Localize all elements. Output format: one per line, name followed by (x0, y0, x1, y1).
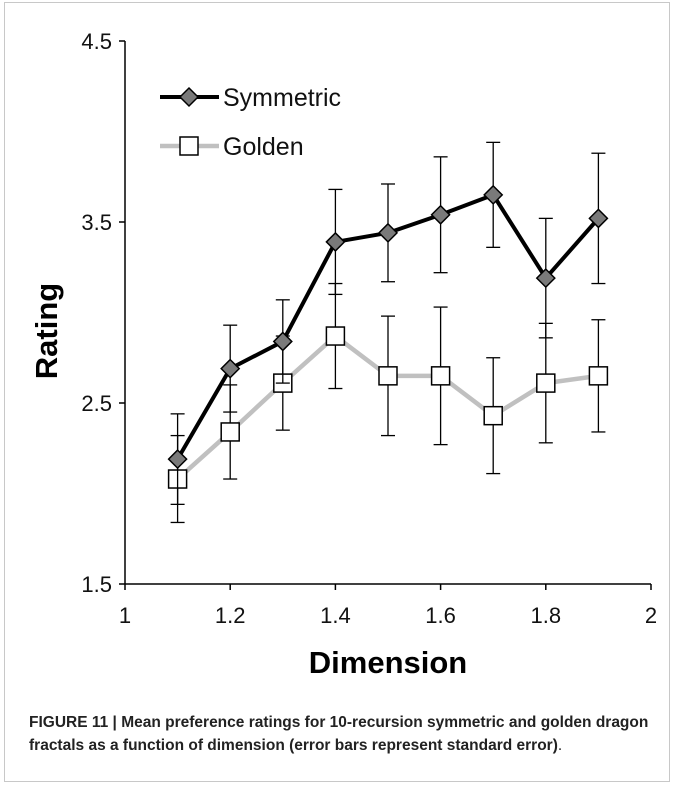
x-tick-label: 1.8 (531, 603, 562, 628)
figure-panel: 1.5 2.5 3.5 4.5 1 1.2 1.4 1.6 1.8 2 Symmetric Gold… (4, 2, 670, 782)
legend: Symmetric Golden (160, 84, 341, 161)
data-point (430, 366, 451, 386)
data-point (588, 366, 609, 386)
data-point (535, 268, 556, 289)
data-point (377, 222, 399, 243)
x-tick-label: 1.2 (215, 603, 246, 628)
y-axis-label: Rating (29, 283, 64, 379)
data-point (325, 231, 346, 252)
data-point (536, 373, 556, 393)
legend-item-golden: Golden (160, 133, 304, 161)
data-point (220, 358, 241, 379)
caption-end: . (557, 737, 563, 754)
series-symmetric (167, 141, 609, 506)
caption-text: Mean preference ratings for 10-recursion… (29, 714, 649, 754)
data-point (430, 204, 451, 225)
legend-label: Symmetric (223, 84, 341, 112)
series-layer (167, 141, 609, 524)
y-tick-label: 3.5 (81, 210, 112, 235)
y-tick-label: 4.5 (81, 29, 112, 54)
legend-label: Golden (223, 133, 304, 161)
data-point (378, 366, 398, 386)
y-tick-label: 1.5 (81, 572, 112, 597)
data-point (167, 449, 188, 470)
y-tick-label: 2.5 (81, 391, 112, 416)
data-point (325, 326, 346, 346)
line-chart: 1.5 2.5 3.5 4.5 1 1.2 1.4 1.6 1.8 2 Symmetric Gold… (29, 29, 657, 680)
figure-caption: FIGURE 11 | Mean preference ratings for … (29, 711, 659, 757)
caption-label: FIGURE 11 | (29, 714, 122, 731)
data-point (483, 184, 504, 205)
legend-marker (179, 136, 199, 156)
x-tick-label: 1.6 (425, 603, 456, 628)
data-point (588, 208, 609, 229)
x-tick-label: 1 (119, 603, 131, 628)
axes (119, 40, 652, 590)
x-axis-label: Dimension (309, 645, 467, 680)
tick-labels: 1.5 2.5 3.5 4.5 1 1.2 1.4 1.6 1.8 2 (81, 29, 657, 628)
x-tick-label: 2 (645, 603, 657, 628)
data-point (220, 422, 240, 442)
x-tick-label: 1.4 (320, 603, 351, 628)
legend-item-symmetric: Symmetric (160, 84, 341, 112)
series-golden (167, 282, 609, 524)
legend-marker (178, 86, 200, 108)
data-point (483, 405, 503, 426)
data-point (272, 331, 293, 352)
